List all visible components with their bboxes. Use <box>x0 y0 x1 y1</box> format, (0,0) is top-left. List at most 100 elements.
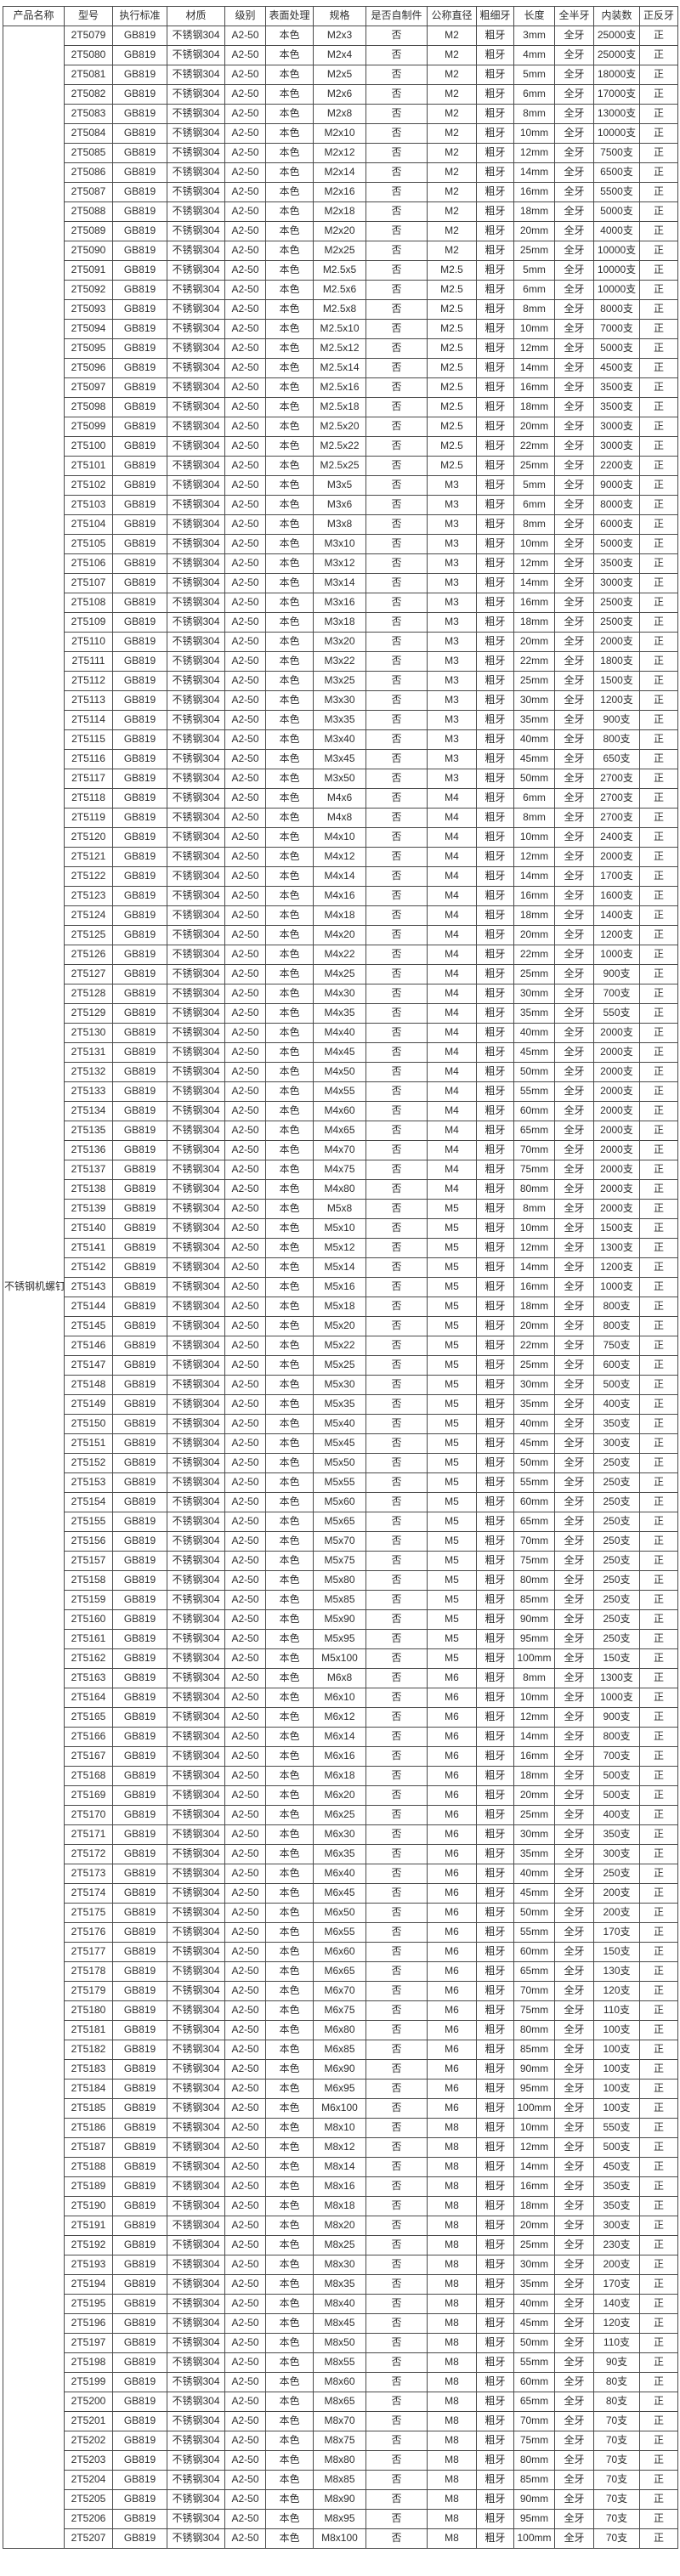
material-cell: 不锈钢304 <box>167 1590 225 1610</box>
standard-cell: GB819 <box>112 1160 167 1180</box>
length-cell: 25mm <box>513 2235 555 2255</box>
self-made-cell: 否 <box>366 1062 428 1082</box>
surface-cell: 本色 <box>265 1531 314 1552</box>
self-made-cell: 否 <box>366 1746 428 1767</box>
model-cell: 2T5091 <box>64 260 113 281</box>
self-made-cell: 否 <box>366 553 428 574</box>
standard-cell: GB819 <box>112 690 167 711</box>
surface-cell: 本色 <box>265 593 314 613</box>
grade-cell: A2-50 <box>224 651 266 672</box>
diameter-cell: M3 <box>427 690 477 711</box>
standard-cell: GB819 <box>112 221 167 241</box>
thread-coverage-cell: 全牙 <box>554 417 594 437</box>
grade-cell: A2-50 <box>224 2157 266 2177</box>
standard-cell: GB819 <box>112 1785 167 1806</box>
diameter-cell: M4 <box>427 1140 477 1160</box>
thread-coverage-cell: 全牙 <box>554 1238 594 1258</box>
diameter-cell: M6 <box>427 2098 477 2119</box>
length-cell: 14mm <box>513 866 555 887</box>
spec-cell: M4x14 <box>313 866 366 887</box>
standard-cell: GB819 <box>112 84 167 105</box>
grade-cell: A2-50 <box>224 65 266 85</box>
diameter-cell: M8 <box>427 2157 477 2177</box>
spec-cell: M8x16 <box>313 2176 366 2197</box>
spec-cell: M8x50 <box>313 2333 366 2353</box>
material-cell: 不锈钢304 <box>167 1042 225 1063</box>
material-cell: 不锈钢304 <box>167 182 225 202</box>
pack-qty-cell: 350支 <box>593 1414 640 1434</box>
thread-direction-cell: 正 <box>639 495 678 515</box>
thread-direction-cell: 正 <box>639 925 678 945</box>
diameter-cell: M6 <box>427 1766 477 1786</box>
grade-cell: A2-50 <box>224 690 266 711</box>
thread-type-cell: 粗牙 <box>476 2196 514 2216</box>
grade-cell: A2-50 <box>224 2196 266 2216</box>
thread-direction-cell: 正 <box>639 1785 678 1806</box>
surface-cell: 本色 <box>265 182 314 202</box>
length-cell: 95mm <box>513 2509 555 2529</box>
self-made-cell: 否 <box>366 1023 428 1043</box>
length-cell: 40mm <box>513 1864 555 1884</box>
diameter-cell: M2.5 <box>427 280 477 300</box>
table-row: 2T5104 GB819 不锈钢304 A2-50 本色 M3x8 否 M3 粗牙 8mm 全牙 60… <box>3 514 678 535</box>
thread-type-cell: 粗牙 <box>476 2450 514 2471</box>
diameter-cell: M4 <box>427 1062 477 1082</box>
diameter-cell: M6 <box>427 1883 477 1904</box>
length-cell: 60mm <box>513 1492 555 1512</box>
thread-direction-cell: 正 <box>639 808 678 828</box>
thread-direction-cell: 正 <box>639 2450 678 2471</box>
self-made-cell: 否 <box>366 123 428 144</box>
surface-cell: 本色 <box>265 280 314 300</box>
pack-qty-cell: 70支 <box>593 2450 640 2471</box>
table-row: 2T5205 GB819 不锈钢304 A2-50 本色 M8x90 否 M8 粗牙 90mm 全牙… <box>3 2489 678 2510</box>
surface-cell: 本色 <box>265 260 314 281</box>
self-made-cell: 否 <box>366 1864 428 1884</box>
thread-direction-cell: 正 <box>639 1824 678 1845</box>
thread-direction-cell: 正 <box>639 2274 678 2295</box>
thread-direction-cell: 正 <box>639 1238 678 1258</box>
diameter-cell: M8 <box>427 2352 477 2373</box>
model-cell: 2T5084 <box>64 123 113 144</box>
standard-cell: GB819 <box>112 1727 167 1747</box>
spec-cell: M2x8 <box>313 104 366 124</box>
standard-cell: GB819 <box>112 1081 167 1102</box>
spec-cell: M2x18 <box>313 201 366 222</box>
model-cell: 2T5131 <box>64 1042 113 1063</box>
spec-cell: M2.5x10 <box>313 319 366 339</box>
diameter-cell: M6 <box>427 1942 477 1962</box>
diameter-cell: M6 <box>427 1785 477 1806</box>
spec-cell: M6x8 <box>313 1668 366 1688</box>
self-made-cell: 否 <box>366 1648 428 1669</box>
model-cell: 2T5120 <box>64 827 113 848</box>
thread-coverage-cell: 全牙 <box>554 1277 594 1297</box>
diameter-cell: M6 <box>427 1903 477 1923</box>
thread-direction-cell: 正 <box>639 1648 678 1669</box>
thread-type-cell: 粗牙 <box>476 2020 514 2040</box>
model-cell: 2T5160 <box>64 1609 113 1630</box>
standard-cell: GB819 <box>112 1062 167 1082</box>
diameter-cell: M8 <box>427 2411 477 2431</box>
table-row: 2T5145 GB819 不锈钢304 A2-50 本色 M5x20 否 M5 粗牙 20mm 全牙… <box>3 1316 678 1336</box>
material-cell: 不锈钢304 <box>167 1316 225 1336</box>
table-row: 2T5135 GB819 不锈钢304 A2-50 本色 M4x65 否 M4 粗牙 65mm 全牙… <box>3 1121 678 1141</box>
thread-direction-cell: 正 <box>639 2216 678 2236</box>
length-cell: 8mm <box>513 299 555 320</box>
model-cell: 2T5126 <box>64 945 113 965</box>
thread-coverage-cell: 全牙 <box>554 162 594 183</box>
self-made-cell: 否 <box>366 632 428 652</box>
standard-cell: GB819 <box>112 104 167 124</box>
diameter-cell: M5 <box>427 1531 477 1552</box>
standard-cell: GB819 <box>112 2040 167 2060</box>
surface-cell: 本色 <box>265 2235 314 2255</box>
standard-cell: GB819 <box>112 241 167 261</box>
grade-cell: A2-50 <box>224 201 266 222</box>
grade-cell: A2-50 <box>224 2118 266 2138</box>
pack-qty-cell: 250支 <box>593 1551 640 1571</box>
diameter-cell: M5 <box>427 1218 477 1239</box>
pack-qty-cell: 100支 <box>593 2079 640 2099</box>
spec-cell: M6x70 <box>313 1981 366 2001</box>
material-cell: 不锈钢304 <box>167 2137 225 2158</box>
length-cell: 85mm <box>513 2040 555 2060</box>
surface-cell: 本色 <box>265 1785 314 1806</box>
thread-coverage-cell: 全牙 <box>554 1101 594 1121</box>
